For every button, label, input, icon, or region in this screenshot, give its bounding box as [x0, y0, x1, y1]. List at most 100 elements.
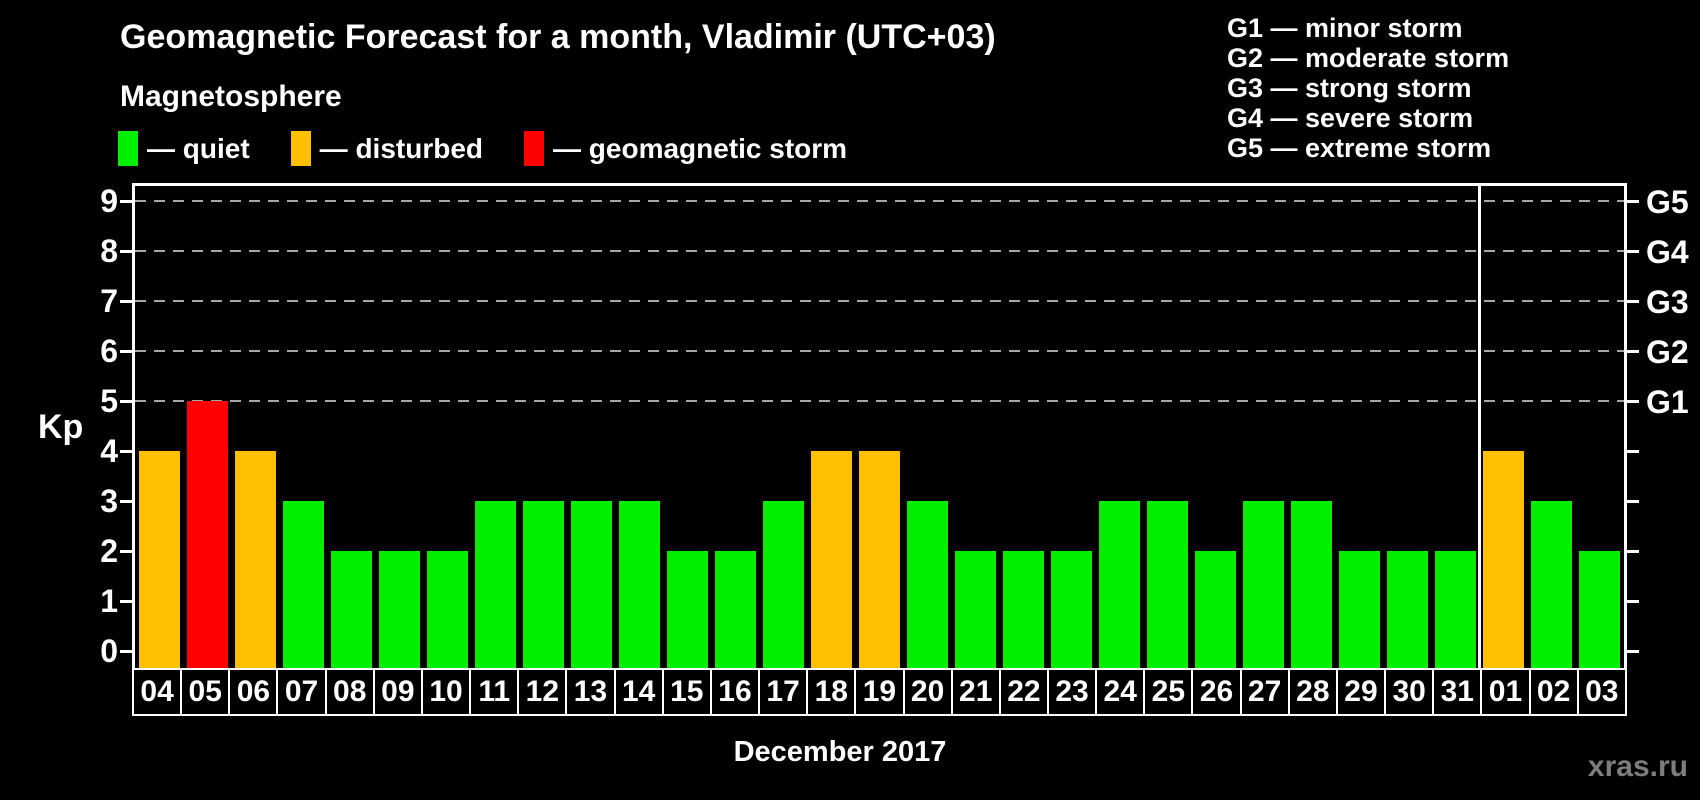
legend-item-storm: — geomagnetic storm	[524, 131, 847, 166]
day-label-cell: 18	[806, 668, 857, 716]
y-tick	[120, 450, 132, 453]
magnetosphere-legend: — quiet — disturbed — geomagnetic storm	[118, 131, 847, 166]
kp-bar-day-05	[186, 401, 228, 668]
y-axis-line-right	[1624, 183, 1627, 668]
y-tick	[120, 350, 132, 353]
day-label-cell: 23	[1046, 668, 1098, 716]
kp-bar-day-18	[810, 451, 852, 668]
g-legend-line-g2: G2 — moderate storm	[1227, 43, 1510, 73]
day-label-cell: 14	[613, 668, 664, 716]
kp-bar-day-15	[666, 551, 708, 668]
g-legend-line-g1: G1 — minor storm	[1227, 13, 1463, 43]
g-scale-label-g1: G1	[1646, 384, 1689, 420]
y-tick-label: 5	[100, 383, 118, 419]
day-label-cell: 24	[1095, 668, 1146, 716]
y-tick	[120, 600, 132, 603]
kp-bar-day-19	[859, 451, 900, 668]
gridline	[135, 400, 1624, 402]
right-tick	[1627, 350, 1639, 353]
right-tick	[1627, 550, 1639, 553]
day-label-cell: 20	[902, 668, 953, 716]
kp-bar-day-21	[955, 551, 997, 668]
day-label-cell: 31	[1432, 668, 1483, 716]
quiet-color-swatch	[118, 131, 138, 166]
kp-bar-day-02	[1531, 501, 1573, 668]
g-legend-line-g5: G5 — extreme storm	[1227, 133, 1492, 163]
day-label-cell: 05	[180, 668, 231, 716]
kp-bar-day-23	[1051, 551, 1093, 668]
y-tick-label: 1	[100, 583, 118, 619]
right-tick	[1627, 400, 1639, 403]
day-label-cell: 26	[1191, 668, 1242, 716]
right-tick	[1627, 600, 1639, 603]
kp-bar-day-03	[1579, 551, 1621, 668]
kp-bar-day-09	[378, 551, 420, 668]
day-label-cell: 10	[420, 668, 472, 716]
day-label-cell: 21	[950, 668, 1001, 716]
kp-bar-day-07	[282, 501, 324, 668]
kp-bar-day-06	[234, 451, 276, 668]
kp-bar-day-22	[1003, 551, 1045, 668]
y-tick-label: 8	[100, 233, 118, 269]
right-tick	[1627, 450, 1639, 453]
day-label-cell: 12	[517, 668, 568, 716]
day-label-cell: 08	[324, 668, 375, 716]
y-tick	[120, 550, 132, 553]
kp-bar-day-10	[426, 551, 468, 668]
day-label-strip: 04 05 06 07 08 09 10 11 12 13 14 15 16 17 18 19 20 21 22 23…	[132, 668, 1627, 716]
kp-bar-day-12	[522, 501, 564, 668]
kp-bar-day-04	[138, 451, 180, 668]
right-tick	[1627, 250, 1639, 253]
day-label-cell: 07	[276, 668, 327, 716]
gridline	[135, 250, 1624, 252]
kp-bar-day-01	[1483, 451, 1525, 668]
storm-color-swatch	[524, 131, 545, 166]
y-axis-title-kp: Kp	[38, 408, 84, 446]
disturbed-color-swatch	[290, 131, 311, 166]
g-scale-label-g4: G4	[1646, 234, 1689, 270]
kp-bar-day-08	[330, 551, 372, 668]
kp-bar-day-20	[907, 501, 949, 668]
y-tick	[120, 400, 132, 403]
gridline	[135, 300, 1624, 302]
kp-bar-day-24	[1099, 501, 1141, 668]
day-label-cell: 15	[661, 668, 712, 716]
day-label-cell: 01	[1480, 668, 1531, 716]
day-label-cell: 22	[998, 668, 1049, 716]
y-tick-label: 6	[100, 333, 118, 369]
kp-bar-day-14	[618, 501, 660, 668]
y-tick-label: 3	[100, 483, 118, 519]
kp-bar-day-13	[570, 501, 612, 668]
y-tick	[120, 300, 132, 303]
kp-bar-day-26	[1195, 551, 1237, 668]
g-scale-label-g2: G2	[1646, 334, 1689, 370]
legend-item-quiet: — quiet	[118, 131, 250, 166]
right-tick	[1627, 300, 1639, 303]
g-legend-line-g3: G3 — strong storm	[1227, 73, 1472, 103]
y-tick-label: 7	[100, 283, 118, 319]
magnetosphere-label: Magnetosphere	[120, 80, 342, 113]
g-scale-legend: G1 — minor storm G2 — moderate storm G3 …	[1227, 13, 1509, 163]
plot-top-border	[132, 183, 1627, 186]
kp-bar-day-29	[1339, 551, 1381, 668]
y-tick	[120, 200, 132, 203]
y-tick-label: 4	[100, 433, 118, 469]
kp-bar-day-17	[762, 501, 804, 668]
right-tick	[1627, 650, 1639, 653]
day-label-cell: 27	[1239, 668, 1290, 716]
kp-bar-day-11	[474, 501, 516, 668]
day-label-cell: 17	[758, 668, 809, 716]
day-label-cell: 04	[132, 668, 183, 716]
y-tick-label: 0	[100, 633, 118, 669]
g-scale-label-g3: G3	[1646, 284, 1689, 320]
y-tick-label: 2	[100, 533, 118, 569]
right-tick	[1627, 500, 1639, 503]
day-label-cell: 28	[1287, 668, 1338, 716]
g-legend-line-g4: G4 — severe storm	[1227, 103, 1474, 133]
kp-bar-day-31	[1435, 551, 1477, 668]
day-label-cell: 19	[854, 668, 905, 716]
day-label-cell: 30	[1384, 668, 1435, 716]
day-label-cell: 16	[709, 668, 761, 716]
y-axis-line-left	[132, 183, 135, 668]
